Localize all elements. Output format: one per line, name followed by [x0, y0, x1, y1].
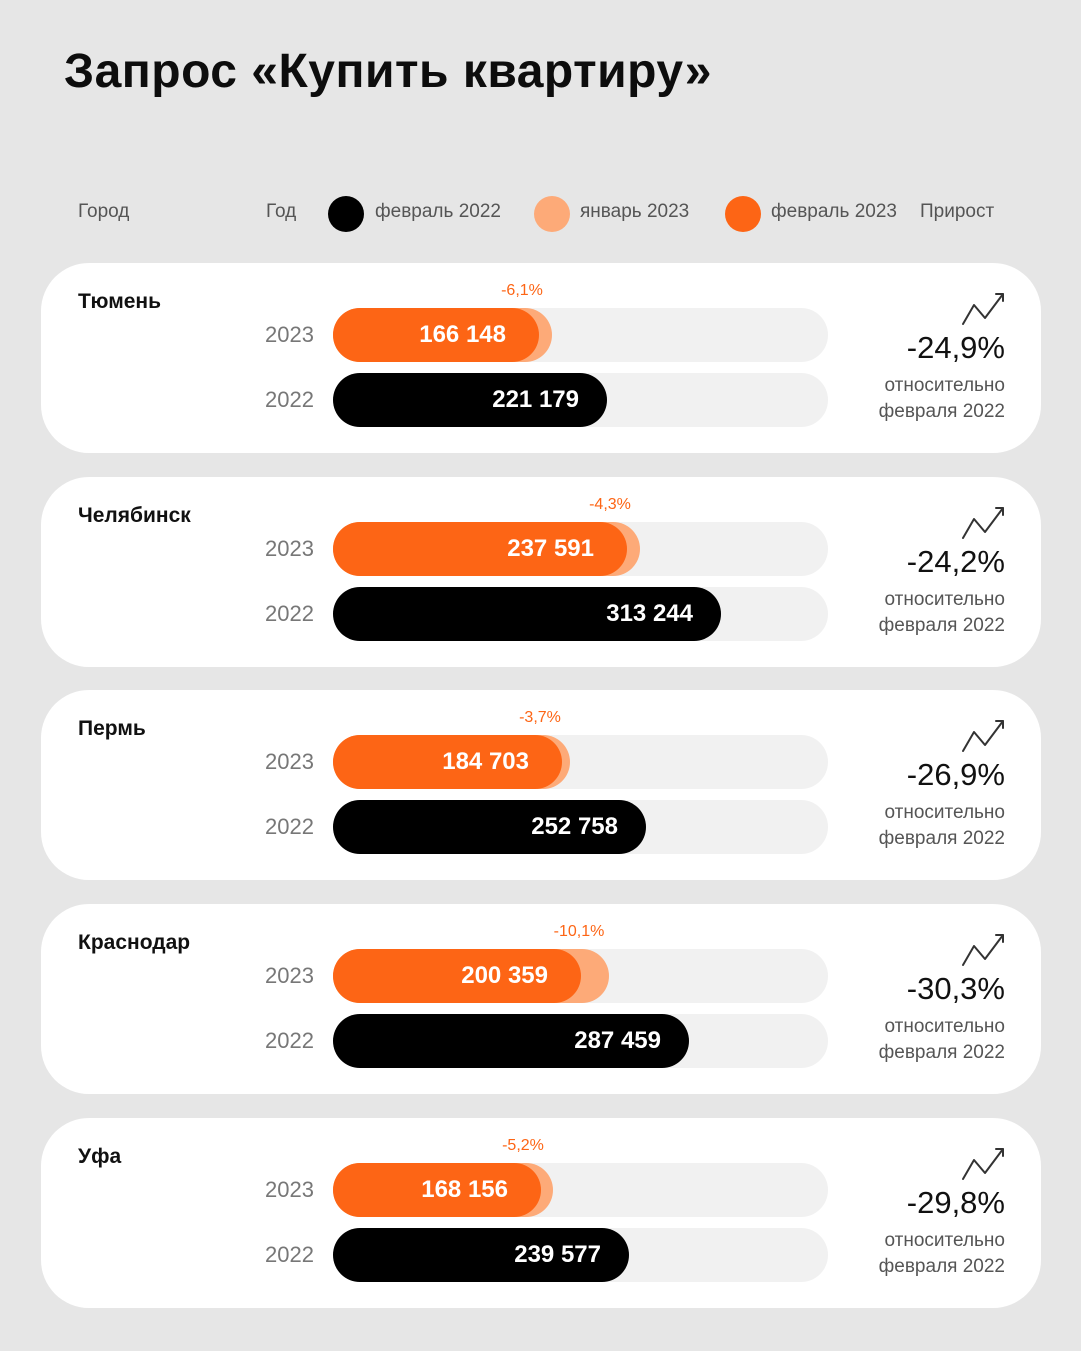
bar-feb-2022: 287 459 [333, 1014, 689, 1068]
city-card: Краснодар -10,1% 2023 200 359 2022 287 459 -30… [41, 904, 1041, 1094]
bar-feb-2023: 237 591 [333, 522, 627, 576]
caption-line-2: февраля 2022 [878, 828, 1005, 849]
bar-feb-2023: 168 156 [333, 1163, 541, 1217]
year-label-2022: 2022 [265, 814, 314, 839]
caption-line-1: относительно [884, 375, 1006, 396]
yoy-change-caption: относительно февраля 2022 [879, 1014, 1005, 1066]
trend-up-icon [962, 293, 1004, 325]
caption-line-2: февраля 2022 [878, 1042, 1005, 1063]
city-name: Тюмень [78, 290, 162, 313]
bar-value-feb-2023: 184 703 [442, 748, 529, 775]
caption-line-2: февраля 2022 [878, 401, 1005, 422]
mom-change-label: -3,7% [519, 709, 561, 726]
bar-feb-2023: 200 359 [333, 949, 581, 1003]
bar-feb-2023: 184 703 [333, 735, 562, 789]
year-label-2022: 2022 [265, 1028, 314, 1053]
year-column-label: Год [266, 201, 297, 222]
mom-change-label: -10,1% [553, 923, 605, 940]
bar-value-feb-2022: 221 179 [492, 386, 579, 413]
city-name: Пермь [78, 717, 146, 740]
city-card: Уфа -5,2% 2023 168 156 2022 239 577 -29,8% отно… [41, 1118, 1041, 1308]
year-label-2023: 2023 [265, 536, 314, 561]
bar-value-feb-2023: 168 156 [421, 1176, 508, 1203]
legend-label-jan-2023: январь 2023 [580, 201, 690, 222]
caption-line-1: относительно [884, 802, 1006, 823]
bar-value-feb-2023: 200 359 [461, 962, 548, 989]
page-title: Запрос «Купить квартиру» [64, 45, 712, 98]
trend-up-icon [962, 934, 1004, 966]
legend-swatch-feb-2022 [328, 196, 364, 232]
trend-up-icon [962, 1148, 1004, 1180]
city-card: Пермь -3,7% 2023 184 703 2022 252 758 -26,9% от… [41, 690, 1041, 880]
bar-value-feb-2022: 252 758 [531, 813, 618, 840]
legend-label-feb-2023: февраль 2023 [771, 201, 897, 222]
bar-feb-2023: 166 148 [333, 308, 539, 362]
legend-swatch-feb-2023 [725, 196, 761, 232]
caption-line-1: относительно [884, 589, 1006, 610]
yoy-change-value: -29,8% [906, 1185, 1005, 1220]
yoy-change-value: -24,9% [906, 330, 1005, 365]
caption-line-1: относительно [884, 1230, 1006, 1251]
city-card: Челябинск -4,3% 2023 237 591 2022 313 244 -24,… [41, 477, 1041, 667]
yoy-change-caption: относительно февраля 2022 [879, 587, 1005, 639]
bar-value-feb-2023: 166 148 [419, 321, 506, 348]
year-label-2023: 2023 [265, 963, 314, 988]
legend-label-feb-2022: февраль 2022 [375, 201, 501, 222]
bar-feb-2022: 239 577 [333, 1228, 629, 1282]
caption-line-1: относительно [884, 1016, 1006, 1037]
mom-change-label: -6,1% [501, 282, 543, 299]
city-name: Челябинск [78, 504, 191, 527]
year-label-2023: 2023 [265, 1177, 314, 1202]
trend-up-icon [962, 720, 1004, 752]
bar-value-feb-2023: 237 591 [507, 535, 594, 562]
bar-feb-2022: 313 244 [333, 587, 721, 641]
year-label-2022: 2022 [265, 1242, 314, 1267]
city-column-label: Город [78, 201, 130, 222]
city-card: Тюмень -6,1% 2023 166 148 2022 221 179 -24,9% о… [41, 263, 1041, 453]
bar-value-feb-2022: 239 577 [514, 1241, 601, 1268]
yoy-change-caption: относительно февраля 2022 [879, 373, 1005, 425]
city-name: Уфа [78, 1145, 122, 1168]
year-label-2022: 2022 [265, 387, 314, 412]
city-name: Краснодар [78, 931, 191, 954]
mom-change-label: -4,3% [589, 496, 631, 513]
bar-feb-2022: 252 758 [333, 800, 646, 854]
growth-column-label: Прирост [920, 201, 995, 222]
caption-line-2: февраля 2022 [878, 615, 1005, 636]
year-label-2023: 2023 [265, 749, 314, 774]
year-label-2022: 2022 [265, 601, 314, 626]
yoy-change-caption: относительно февраля 2022 [879, 1228, 1005, 1280]
bar-value-feb-2022: 287 459 [574, 1027, 661, 1054]
yoy-change-value: -30,3% [906, 971, 1005, 1006]
yoy-change-value: -26,9% [906, 757, 1005, 792]
trend-up-icon [962, 507, 1004, 539]
bar-feb-2022: 221 179 [333, 373, 607, 427]
yoy-change-caption: относительно февраля 2022 [879, 800, 1005, 852]
legend-swatch-jan-2023 [534, 196, 570, 232]
year-label-2023: 2023 [265, 322, 314, 347]
bar-value-feb-2022: 313 244 [606, 600, 693, 627]
caption-line-2: февраля 2022 [878, 1256, 1005, 1277]
mom-change-label: -5,2% [502, 1137, 544, 1154]
yoy-change-value: -24,2% [906, 544, 1005, 579]
